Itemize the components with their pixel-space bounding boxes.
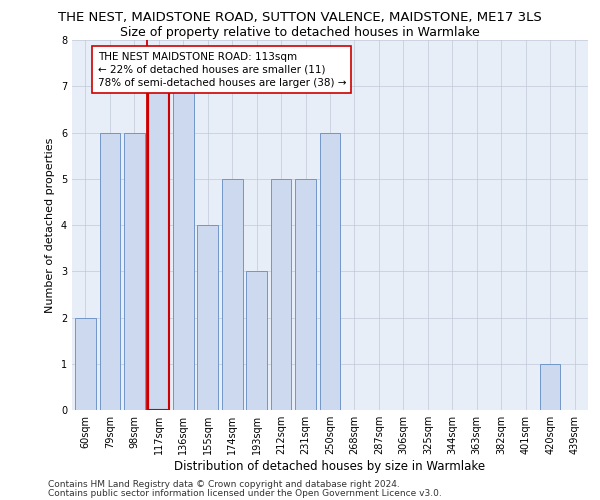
Bar: [148, 86, 169, 410]
Bar: [271, 179, 292, 410]
Bar: [100, 132, 120, 410]
Bar: [540, 364, 560, 410]
Y-axis label: Number of detached properties: Number of detached properties: [46, 138, 55, 312]
Bar: [197, 225, 218, 410]
Text: THE NEST MAIDSTONE ROAD: 113sqm
← 22% of detached houses are smaller (11)
78% of: THE NEST MAIDSTONE ROAD: 113sqm ← 22% of…: [98, 52, 346, 88]
Text: Size of property relative to detached houses in Warmlake: Size of property relative to detached ho…: [120, 26, 480, 39]
Bar: [222, 179, 242, 410]
Bar: [320, 132, 340, 410]
Text: Contains HM Land Registry data © Crown copyright and database right 2024.: Contains HM Land Registry data © Crown c…: [48, 480, 400, 489]
Bar: [75, 318, 96, 410]
Bar: [173, 86, 194, 410]
Bar: [124, 132, 145, 410]
Text: THE NEST, MAIDSTONE ROAD, SUTTON VALENCE, MAIDSTONE, ME17 3LS: THE NEST, MAIDSTONE ROAD, SUTTON VALENCE…: [58, 11, 542, 24]
Bar: [295, 179, 316, 410]
X-axis label: Distribution of detached houses by size in Warmlake: Distribution of detached houses by size …: [175, 460, 485, 473]
Text: Contains public sector information licensed under the Open Government Licence v3: Contains public sector information licen…: [48, 488, 442, 498]
Bar: [246, 271, 267, 410]
